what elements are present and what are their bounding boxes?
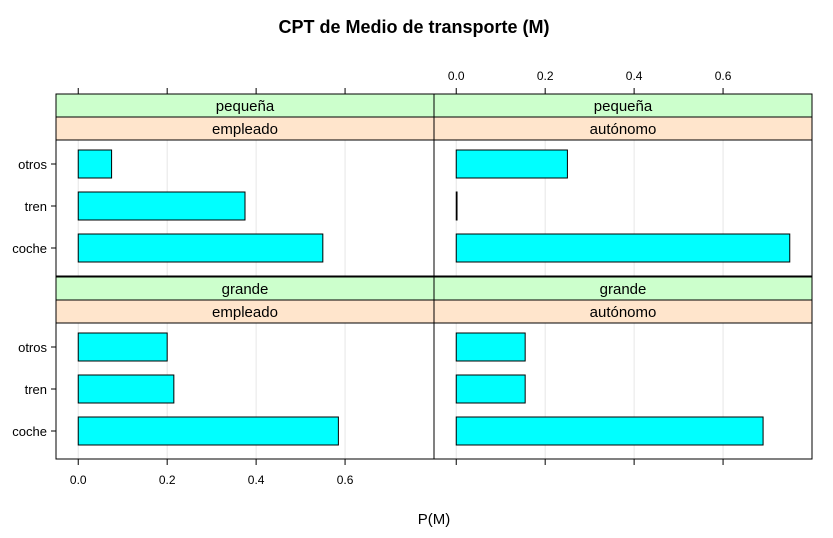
x-tick-label-top: 0.4: [626, 69, 643, 83]
strip-inner-label: autónomo: [590, 121, 657, 138]
strip-inner-label: empleado: [212, 121, 278, 138]
bar-otros: [455, 149, 568, 179]
x-tick-label-bottom: 0.6: [337, 473, 354, 487]
panel-frame: [433, 276, 813, 460]
panel-frames-layer: [55, 93, 813, 460]
x-tick-label-top: 0.2: [537, 69, 554, 83]
strip-outer-label: grande: [600, 281, 647, 298]
y-tick-label: otros: [18, 340, 47, 355]
axes-layer: otros tren coche otros tren coche 0.0 0.2 0.4 0.6…: [12, 69, 731, 487]
bar-tren: [455, 191, 458, 221]
strip-outer-label: grande: [222, 281, 269, 298]
bar-tren: [77, 191, 246, 221]
y-tick-label: otros: [18, 157, 47, 172]
x-tick-label-bottom: 0.4: [248, 473, 265, 487]
x-tick-label-top: 0.0: [448, 69, 465, 83]
y-tick-label: coche: [12, 424, 47, 439]
bar-tren: [77, 374, 175, 404]
x-tick-label-top: 0.6: [715, 69, 732, 83]
bars-layer: [77, 149, 791, 446]
bar-coche: [455, 233, 791, 263]
strip-outer-label: pequeña: [216, 98, 275, 115]
y-tick-label: tren: [25, 382, 47, 397]
bar-otros: [77, 149, 113, 179]
chart-title: CPT de Medio de transporte (M): [278, 17, 549, 37]
strip-outer-label: pequeña: [594, 98, 653, 115]
strips-layer: pequeña empleado pequeña autónomo grande empl…: [55, 93, 813, 324]
bar-coche: [77, 416, 339, 446]
x-axis-label: P(M): [418, 511, 451, 528]
y-tick-label: coche: [12, 241, 47, 256]
panel-frame: [433, 93, 813, 277]
x-tick-label-bottom: 0.0: [70, 473, 87, 487]
bar-coche: [77, 233, 324, 263]
x-tick-label-bottom: 0.2: [159, 473, 176, 487]
strip-inner-label: autónomo: [590, 304, 657, 321]
bar-otros: [77, 332, 168, 362]
bar-otros: [455, 332, 526, 362]
y-tick-label: tren: [25, 199, 47, 214]
strip-inner-label: empleado: [212, 304, 278, 321]
bar-coche: [455, 416, 764, 446]
bar-tren: [455, 374, 526, 404]
